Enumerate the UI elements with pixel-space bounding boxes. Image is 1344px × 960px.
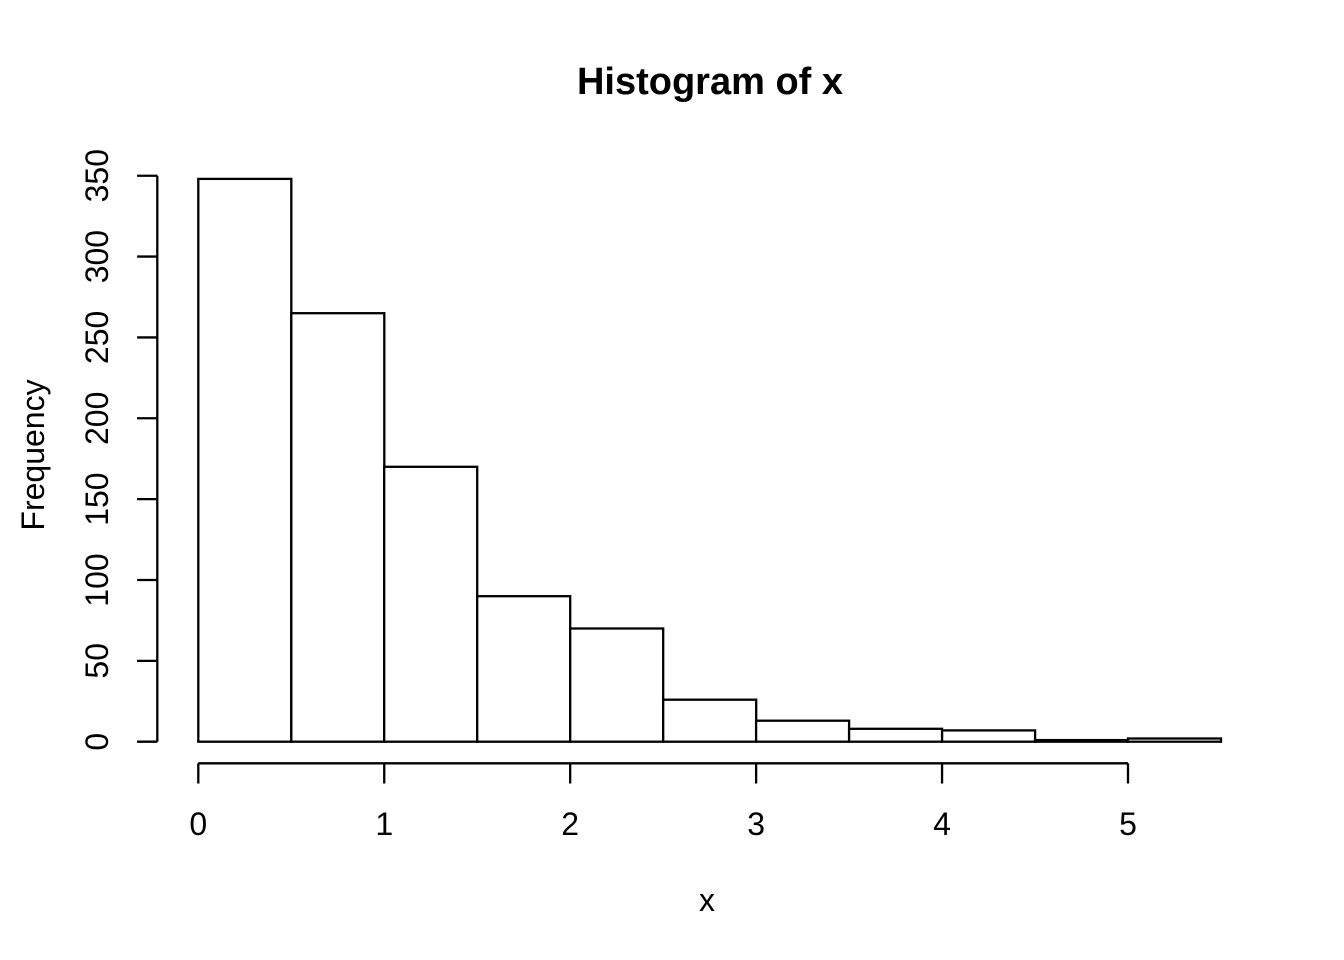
histogram-bar [1033, 738, 1130, 743]
y-tick-label: 100 [79, 553, 115, 606]
y-tick-label: 250 [79, 311, 115, 364]
histogram-bar [662, 698, 758, 743]
histogram-bar [569, 627, 665, 743]
x-tick-label: 5 [1119, 806, 1137, 842]
y-axis-label: Frequency [15, 379, 51, 530]
x-tick-label: 1 [375, 806, 393, 842]
bars-layer [197, 177, 1223, 743]
y-tick-label: 350 [79, 149, 115, 202]
x-tick-label: 0 [189, 806, 207, 842]
histogram-bar [754, 719, 851, 743]
histogram-bar [197, 177, 293, 743]
chart-title: Histogram of x [577, 61, 843, 103]
x-tick-label: 4 [933, 806, 951, 842]
y-tick-label: 200 [79, 392, 115, 445]
x-axis-label: x [699, 882, 715, 918]
histogram-bar [290, 312, 386, 743]
x-tick-label: 3 [747, 806, 765, 842]
y-tick-label: 150 [79, 472, 115, 525]
histogram-bar [383, 465, 479, 743]
histogram-bar [476, 595, 572, 743]
histogram-bar [1126, 737, 1223, 743]
axes-layer: 0 50 100 150 200 250 300 350 0 1 2 3 4 5 [79, 149, 1137, 842]
histogram-bar [940, 729, 1037, 743]
y-tick-label: 300 [79, 230, 115, 283]
x-tick-label: 2 [561, 806, 579, 842]
histogram-bar [847, 727, 944, 743]
y-tick-label: 50 [79, 643, 115, 679]
y-tick-label: 0 [79, 733, 115, 751]
